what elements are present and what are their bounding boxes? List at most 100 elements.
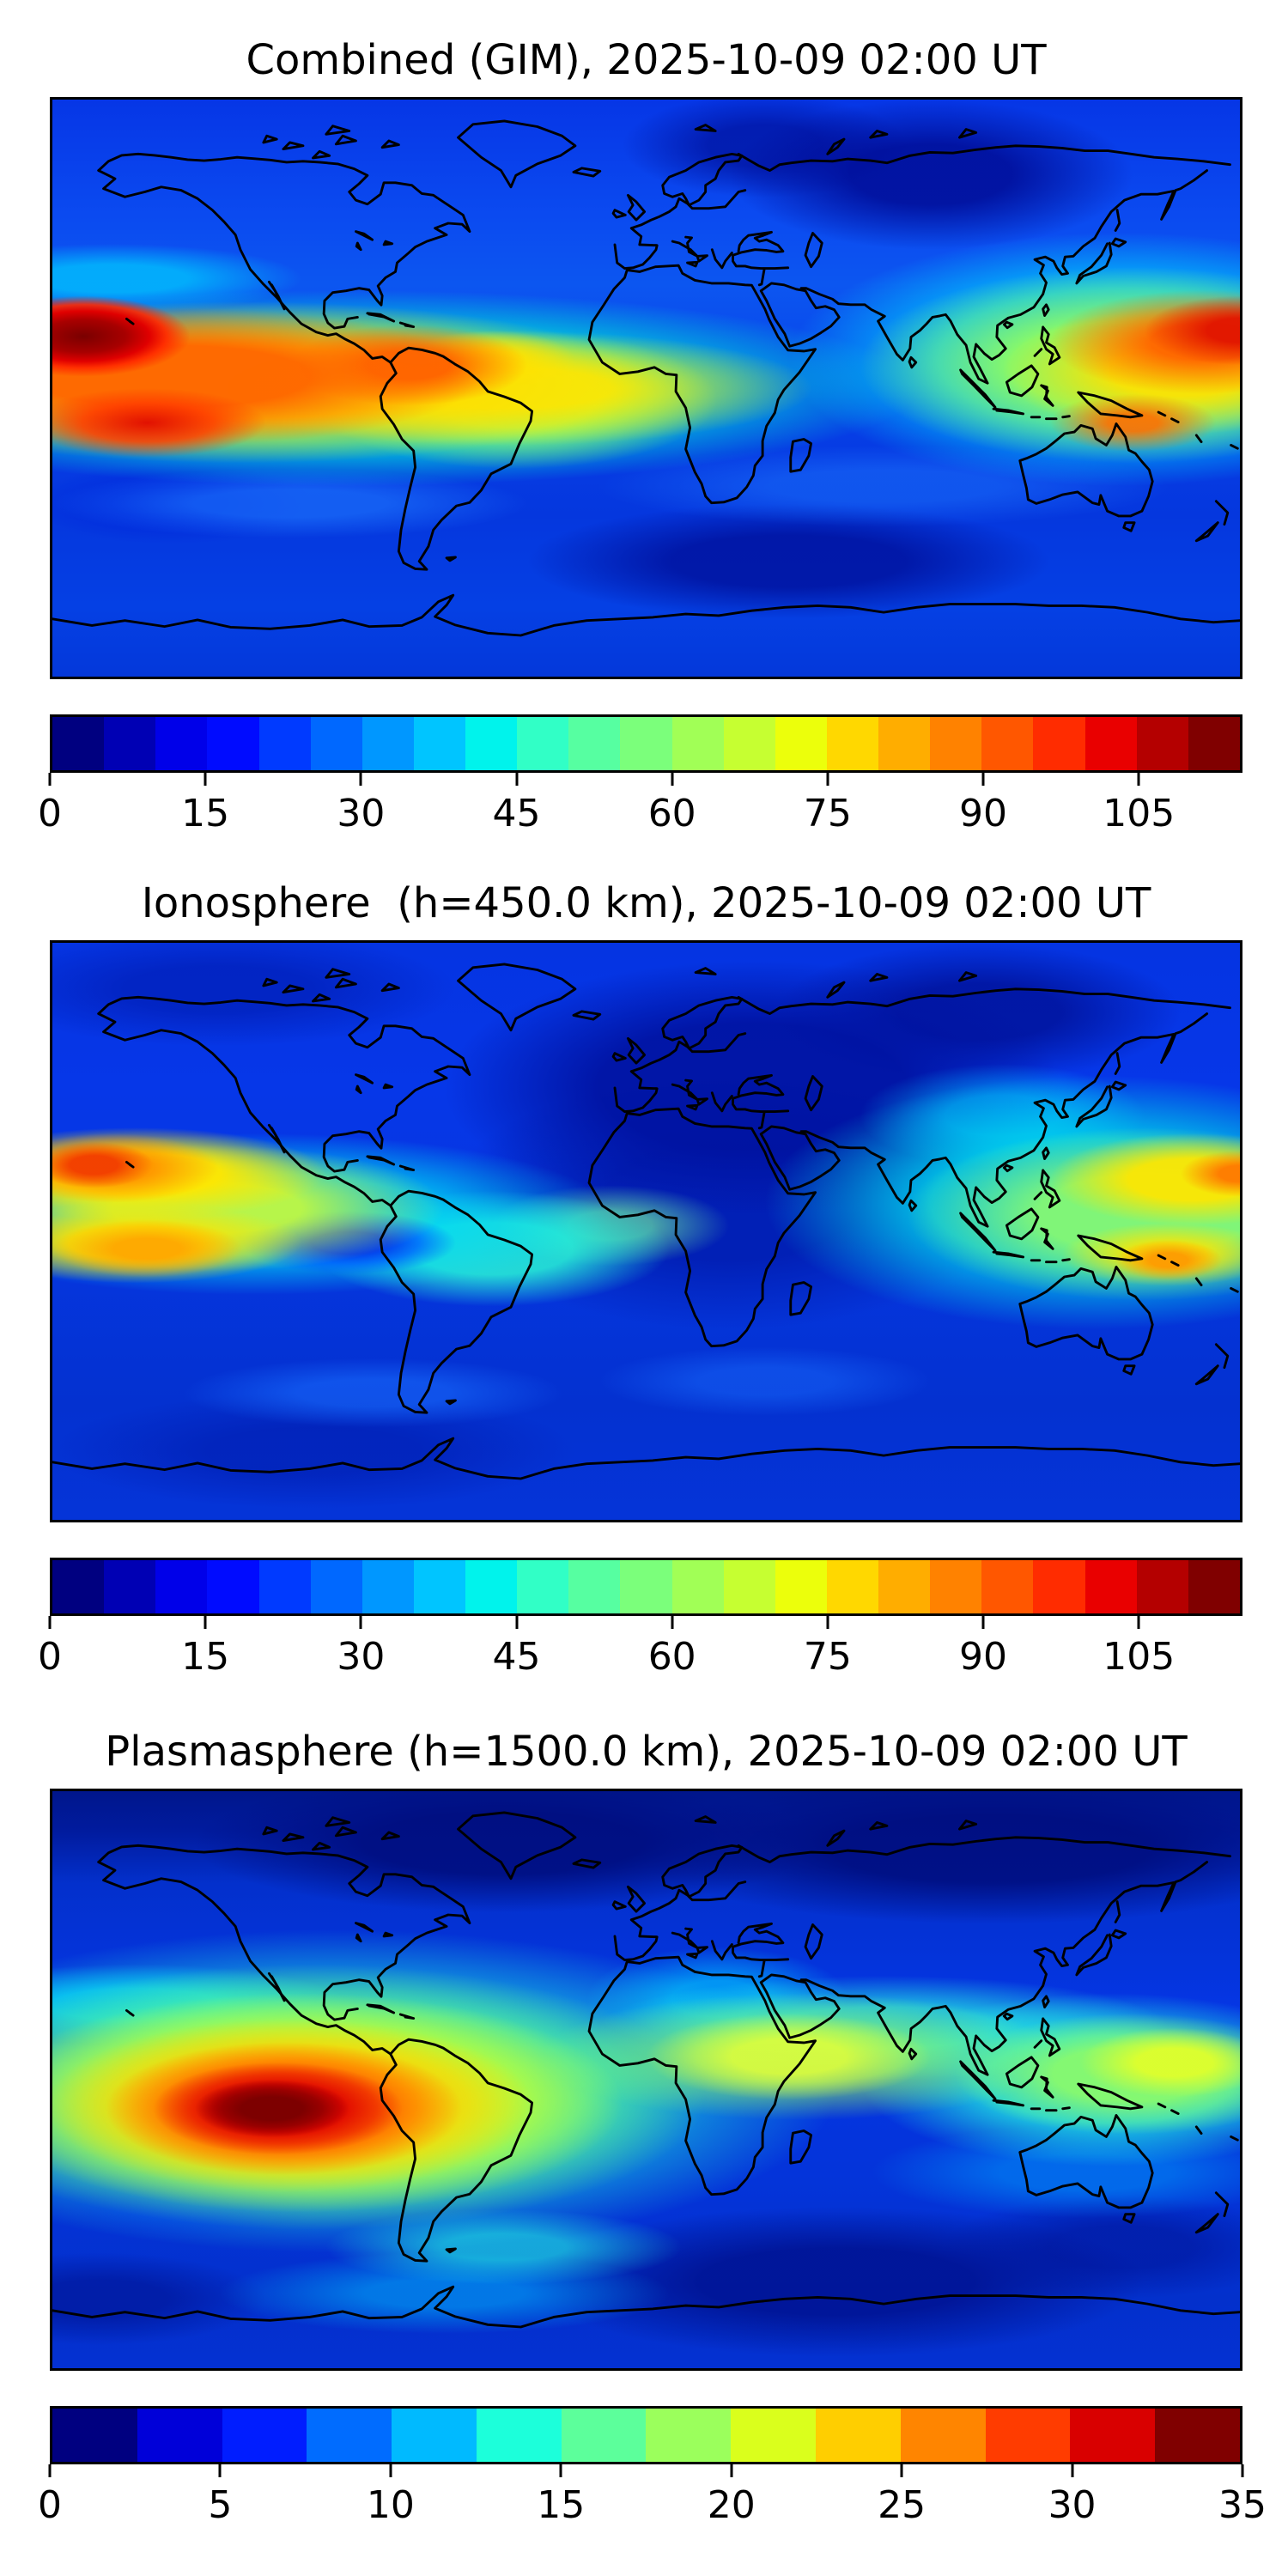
colorbar-segment: [981, 1560, 1034, 1613]
colorbar-tickmark: [1071, 2464, 1074, 2477]
colorbar-tickmark: [671, 773, 674, 786]
colorbar-segment: [413, 717, 465, 770]
panel3-colorbar-labels: 0 5 10 15 20 25 30 35: [38, 2483, 1267, 2535]
colorbar-tick-label: 75: [803, 1635, 852, 1679]
colorbar-tick-label: 45: [492, 792, 541, 835]
panel2-title: Ionosphere (h=450.0 km), 2025-10-09 02:0…: [141, 879, 1151, 927]
colorbar-segment: [104, 717, 156, 770]
colorbar-segment: [310, 1560, 362, 1613]
colorbar-tickmark: [204, 773, 207, 786]
colorbar-tick-label: 90: [959, 1635, 1008, 1679]
colorbar-tickmark: [981, 1616, 985, 1629]
colorbar-tick-label: 105: [1103, 1635, 1176, 1679]
colorbar-segment: [465, 1560, 518, 1613]
colorbar-segment: [671, 1560, 724, 1613]
colorbar-tick-label: 25: [878, 2483, 927, 2527]
colorbar-segment: [930, 717, 982, 770]
colorbar-segment: [723, 717, 775, 770]
colorbar-tick-label: 0: [38, 2483, 62, 2527]
colorbar-segment: [307, 2409, 392, 2462]
colorbar-tick-label: 5: [208, 2483, 233, 2527]
colorbar-segment: [816, 2409, 901, 2462]
panel3-colorbar-tickmarks: [48, 2464, 1244, 2478]
colorbar-tick-label: 60: [647, 1635, 696, 1679]
colorbar-tickmark: [1241, 2464, 1244, 2477]
colorbar-tick-label: 15: [181, 792, 230, 835]
colorbar-tick-label: 0: [38, 792, 62, 835]
colorbar-segment: [1033, 1560, 1085, 1613]
colorbar-tickmark: [204, 1616, 207, 1629]
colorbar-tickmark: [359, 773, 362, 786]
colorbar-segment: [155, 717, 208, 770]
colorbar-segment: [361, 717, 414, 770]
colorbar-segment: [775, 717, 827, 770]
colorbar-tickmark: [48, 2464, 52, 2477]
colorbar-tick-label: 20: [707, 2483, 756, 2527]
panel3-colorbar: [50, 2406, 1242, 2464]
panel1-colorbar-tickmarks: [48, 773, 1242, 787]
colorbar-tickmark: [359, 1616, 362, 1629]
colorbar-segment: [671, 717, 724, 770]
colorbar-tick-label: 15: [537, 2483, 586, 2527]
colorbar-segment: [52, 2409, 137, 2462]
colorbar-segment: [258, 717, 311, 770]
colorbar-tickmark: [1137, 773, 1140, 786]
panel3-coastlines-icon: [52, 1811, 1240, 2329]
colorbar-segment: [981, 717, 1034, 770]
colorbar-segment: [137, 2409, 222, 2462]
colorbar-tick-label: 105: [1103, 792, 1176, 835]
colorbar-segment: [826, 717, 878, 770]
colorbar-tick-label: 60: [647, 792, 696, 835]
panel2-colorbar-labels: 0 15 30 45 60 75 90 105: [38, 1635, 1242, 1686]
colorbar-tick-label: 30: [337, 1635, 386, 1679]
colorbar-segment: [620, 717, 672, 770]
colorbar-segment: [723, 1560, 775, 1613]
colorbar-segment: [517, 1560, 569, 1613]
colorbar-segment: [155, 1560, 208, 1613]
colorbar-segment: [104, 1560, 156, 1613]
colorbar-segment: [1155, 2409, 1240, 2462]
colorbar-tickmark: [515, 773, 519, 786]
colorbar-segment: [1188, 1560, 1240, 1613]
colorbar-segment: [392, 2409, 477, 2462]
panel2-map: [50, 940, 1242, 1522]
colorbar-segment: [207, 1560, 259, 1613]
colorbar-tickmark: [900, 2464, 903, 2477]
colorbar-segment: [568, 1560, 621, 1613]
colorbar-tickmark: [48, 773, 52, 786]
panel1-coastlines-icon: [52, 119, 1240, 637]
colorbar-tickmark: [1137, 1616, 1140, 1629]
colorbar-segment: [620, 1560, 672, 1613]
colorbar-segment: [258, 1560, 311, 1613]
colorbar-tick-label: 30: [337, 792, 386, 835]
colorbar-segment: [1136, 1560, 1188, 1613]
panel3-title: Plasmasphere (h=1500.0 km), 2025-10-09 0…: [105, 1728, 1188, 1776]
colorbar-segment: [1136, 717, 1188, 770]
panel3-map: [50, 1789, 1242, 2371]
colorbar-tickmark: [48, 1616, 52, 1629]
colorbar-tickmark: [730, 2464, 733, 2477]
colorbar-segment: [310, 717, 362, 770]
colorbar-tick-label: 0: [38, 1635, 62, 1679]
colorbar-segment: [646, 2409, 732, 2462]
panel2-coastlines-icon: [52, 963, 1240, 1480]
colorbar-segment: [930, 1560, 982, 1613]
colorbar-tick-label: 10: [366, 2483, 415, 2527]
colorbar-segment: [52, 1560, 105, 1613]
colorbar-segment: [1084, 717, 1137, 770]
colorbar-tickmark: [559, 2464, 562, 2477]
colorbar-segment: [517, 717, 569, 770]
colorbar-segment: [900, 2409, 986, 2462]
colorbar-segment: [561, 2409, 647, 2462]
panel1-colorbar: [50, 714, 1242, 773]
colorbar-tickmark: [515, 1616, 519, 1629]
colorbar-tick-label: 15: [181, 1635, 230, 1679]
colorbar-tick-label: 75: [803, 792, 852, 835]
panel1-map: [50, 97, 1242, 679]
colorbar-segment: [568, 717, 621, 770]
colorbar-tickmark: [389, 2464, 392, 2477]
colorbar-segment: [222, 2409, 307, 2462]
colorbar-segment: [1070, 2409, 1156, 2462]
colorbar-tick-label: 30: [1048, 2483, 1097, 2527]
